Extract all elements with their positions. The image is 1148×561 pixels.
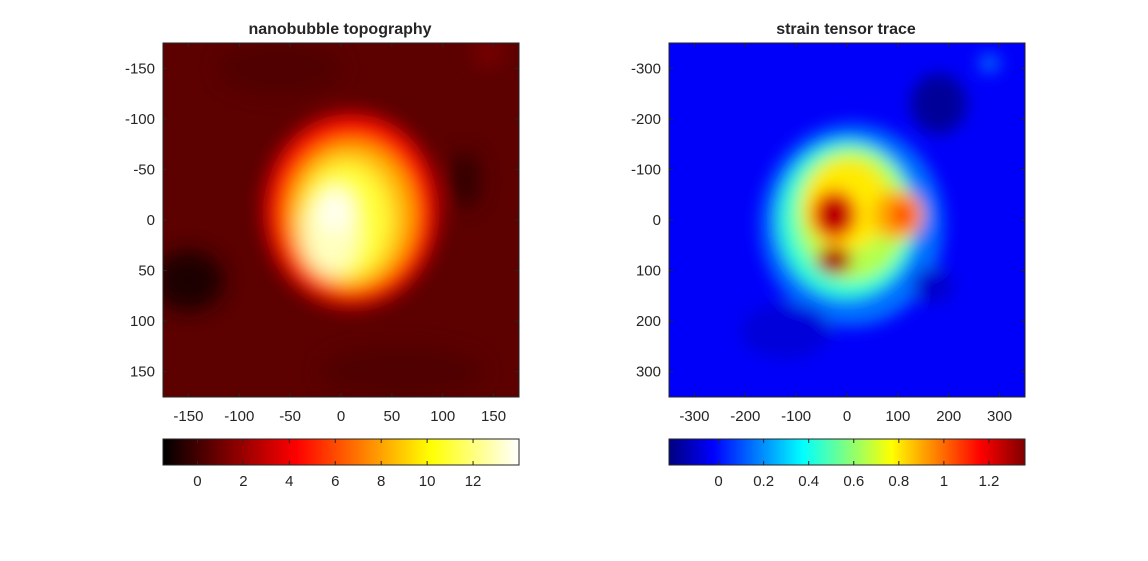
y-tick-label: -300 [631, 60, 661, 77]
y-tick-label: -150 [125, 60, 155, 77]
y-tick-label: -100 [125, 111, 155, 128]
x-tick-label: 100 [430, 408, 455, 425]
heatmap-blob [472, 43, 505, 67]
x-tick-label: 150 [481, 408, 506, 425]
x-tick-label: -100 [224, 408, 254, 425]
heatmap-blob [825, 252, 844, 269]
colorbar-tick-label: 10 [419, 473, 436, 490]
strain-y-axis: -300 -200 -100 0 100 200 300 [631, 60, 1025, 381]
heatmap-blob [218, 43, 341, 94]
topography-colorbar-ticks: 0 2 4 6 8 10 12 [193, 439, 481, 490]
colorbar-tick-label: 0.8 [888, 473, 909, 490]
heatmap-blob [163, 250, 225, 312]
strain-title: strain tensor trace [776, 21, 916, 38]
heatmap-blob [979, 54, 1000, 73]
heatmap-blob [910, 73, 967, 135]
y-tick-label: 200 [636, 313, 661, 330]
colorbar-tick-label: 12 [465, 473, 482, 490]
y-tick-label: -50 [133, 161, 155, 178]
topography-heatmap [163, 43, 519, 397]
topography-colorbar-gradient [162, 438, 520, 466]
heatmap-blob [740, 303, 832, 360]
y-tick-label: 100 [130, 313, 155, 330]
colorbar-tick-label: 0.2 [753, 473, 774, 490]
topography-panel: nanobubble topography -150 -100 -50 0 50… [125, 21, 520, 490]
x-tick-label: -50 [279, 408, 301, 425]
heatmap-blob [913, 268, 954, 304]
strain-heatmap-blobs [740, 54, 1000, 360]
heatmap-blob [819, 197, 850, 233]
heatmap-blur-layer [740, 54, 1000, 360]
heatmap-blob [320, 346, 484, 397]
colorbar-tick-label: 8 [377, 473, 385, 490]
colorbar-tick-label: 1 [940, 473, 948, 490]
strain-colorbar-ticks: 0 0.2 0.4 0.6 0.8 1 1.2 [714, 439, 999, 490]
x-tick-label: 0 [843, 408, 851, 425]
x-tick-label: -300 [679, 408, 709, 425]
y-tick-label: 0 [147, 212, 155, 229]
x-tick-label: 200 [936, 408, 961, 425]
colorbar-tick-label: 0 [714, 473, 722, 490]
colorbar-tick-label: 2 [239, 473, 247, 490]
x-tick-label: 300 [987, 408, 1012, 425]
colorbar-tick-label: 0.6 [843, 473, 864, 490]
topography-x-axis: -150 -100 -50 0 50 100 150 [173, 43, 506, 425]
y-tick-label: 300 [636, 364, 661, 381]
heatmap-blur-layer [163, 43, 505, 397]
colorbar-tick-label: 0 [193, 473, 201, 490]
x-tick-label: -200 [730, 408, 760, 425]
heatmap-blob [317, 187, 355, 233]
y-tick-label: 50 [138, 263, 155, 280]
topography-heatmap-blobs [163, 43, 505, 397]
x-tick-label: 50 [384, 408, 401, 425]
topography-y-axis: -150 -100 -50 0 50 100 150 [125, 60, 519, 381]
strain-x-axis: -300 -200 -100 0 100 200 300 [679, 43, 1012, 425]
colorbar-tick-label: 4 [285, 473, 293, 490]
strain-colorbar-gradient [668, 438, 1026, 466]
y-tick-label: -100 [631, 161, 661, 178]
topography-colorbar: 0 2 4 6 8 10 12 [162, 438, 520, 490]
strain-heatmap [669, 43, 1025, 397]
x-tick-label: 100 [885, 408, 910, 425]
y-tick-label: 0 [653, 212, 661, 229]
x-tick-label: -150 [173, 408, 203, 425]
heatmap-blob [449, 151, 481, 208]
colorbar-tick-label: 0.4 [798, 473, 819, 490]
y-tick-label: 150 [130, 364, 155, 381]
colorbar-tick-label: 6 [331, 473, 339, 490]
strain-colorbar: 0 0.2 0.4 0.6 0.8 1 1.2 [668, 438, 1026, 490]
y-tick-label: -200 [631, 111, 661, 128]
heatmap-blob [890, 200, 916, 230]
colorbar-tick-label: 1.2 [979, 473, 1000, 490]
strain-panel: strain tensor trace -300 -200 -100 0 100… [631, 21, 1026, 490]
x-tick-label: -100 [781, 408, 811, 425]
topography-title: nanobubble topography [248, 21, 431, 38]
x-tick-label: 0 [337, 408, 345, 425]
y-tick-label: 100 [636, 263, 661, 280]
